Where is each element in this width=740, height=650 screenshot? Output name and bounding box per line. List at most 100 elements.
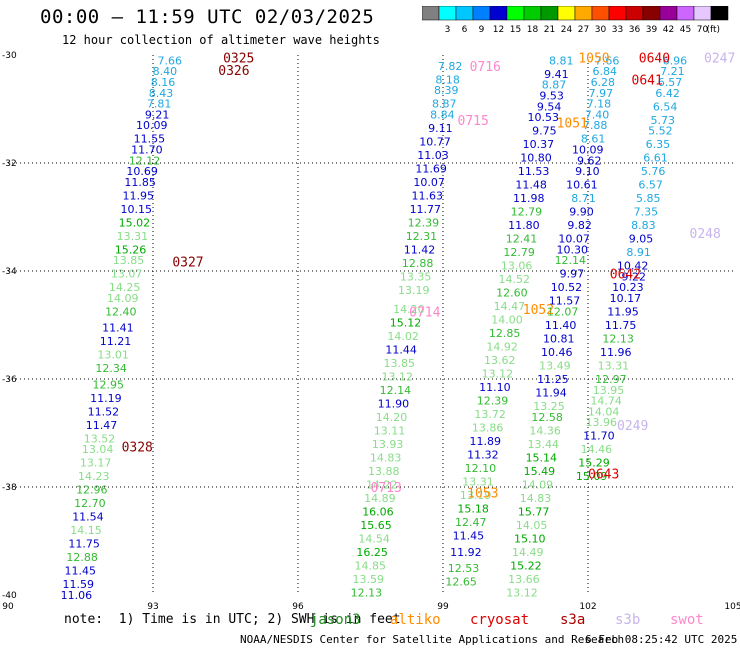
pass-time-label: 0641 xyxy=(632,73,663,88)
wave-height-value: 9.21 xyxy=(145,108,170,121)
wave-height-value: 12.14 xyxy=(380,384,412,397)
wave-height-value: 9.05 xyxy=(629,233,654,246)
y-tick-label: -30 xyxy=(2,51,17,61)
wave-height-value: 13.04 xyxy=(82,443,114,456)
wave-height-value: 9.41 xyxy=(544,68,569,81)
wave-height-value: 11.54 xyxy=(72,511,104,524)
wave-height-value: 13.86 xyxy=(472,422,504,435)
wave-height-value: 11.96 xyxy=(600,346,632,359)
x-tick-label: 90 xyxy=(2,602,14,612)
wave-height-value: 10.09 xyxy=(136,119,168,132)
wave-height-value: 13.52 xyxy=(84,432,116,445)
wave-height-value: 13.85 xyxy=(113,254,145,267)
wave-height-value: 9.54 xyxy=(537,100,562,113)
wave-height-value: 11.80 xyxy=(508,219,540,232)
wave-height-value: 13.59 xyxy=(353,573,385,586)
wave-height-value: 12.79 xyxy=(511,206,543,219)
wave-height-value: 12.34 xyxy=(95,362,127,375)
wave-height-value: 13.07 xyxy=(111,268,143,281)
wave-height-value: 7.35 xyxy=(634,206,659,219)
wave-height-value: 7.21 xyxy=(660,65,685,78)
wave-height-value: 11.42 xyxy=(404,243,436,256)
wave-height-value: 13.93 xyxy=(372,438,404,451)
wave-height-value: 14.47 xyxy=(494,300,526,313)
wave-height-value: 6.57 xyxy=(658,76,683,89)
footer-note: note: 1) Time is in UTC; 2) SWH is in fe… xyxy=(64,612,401,627)
wave-height-value: 11.57 xyxy=(549,295,581,308)
colorbar-swatch xyxy=(710,6,729,21)
wave-height-value: 16.06 xyxy=(362,505,394,518)
pass-time-label: 0640 xyxy=(639,52,670,67)
wave-height-value: 15.26 xyxy=(115,243,147,256)
wave-height-value: 14.15 xyxy=(70,524,102,537)
wave-height-value: 8.18 xyxy=(435,73,460,86)
wave-height-value: 14.52 xyxy=(499,273,531,286)
pass-time-label: 0247 xyxy=(704,52,735,67)
wave-height-value: 6.61 xyxy=(643,152,668,165)
colorbar-label: 30 xyxy=(595,25,607,35)
satellite-legend-cryosat: cryosat xyxy=(470,612,530,628)
wave-height-value: 11.89 xyxy=(470,435,502,448)
wave-height-value: 11.03 xyxy=(417,149,449,162)
wave-height-value: 12.88 xyxy=(66,551,98,564)
satellite-legend-swot: swot xyxy=(670,612,704,628)
wave-height-value: 13.31 xyxy=(462,476,494,489)
wave-height-value: 7.82 xyxy=(438,60,463,73)
wave-height-value: 10.69 xyxy=(126,165,158,178)
wave-height-value: 9.97 xyxy=(560,268,585,281)
wave-height-value: 14.20 xyxy=(376,411,408,424)
wave-height-value: 12.65 xyxy=(445,576,477,589)
wave-height-value: 5.73 xyxy=(651,114,676,127)
wave-height-value: 11.44 xyxy=(385,343,417,356)
wave-height-value: 11.92 xyxy=(450,546,482,559)
wave-height-value: 16.25 xyxy=(356,546,388,559)
wave-height-value: 11.85 xyxy=(124,176,156,189)
x-tick-label: 93 xyxy=(147,602,158,612)
colorbar-label: 33 xyxy=(612,25,623,35)
wave-height-value: 11.48 xyxy=(515,179,547,192)
wave-height-value: 11.45 xyxy=(64,565,96,578)
pass-time-label: 1051 xyxy=(557,117,588,132)
wave-height-value: 13.25 xyxy=(533,400,565,413)
satellite-legend-jason3: jason3 xyxy=(310,612,361,628)
wave-height-value: 10.53 xyxy=(528,111,560,124)
wave-height-value: 13.01 xyxy=(97,349,129,362)
wave-height-value: 12.88 xyxy=(402,257,434,270)
wave-height-value: 11.95 xyxy=(122,189,154,202)
chart-subtitle: 12 hour collection of altimeter wave hei… xyxy=(62,33,380,47)
y-tick-label: -32 xyxy=(2,159,17,169)
wave-height-value: 11.52 xyxy=(88,405,120,418)
wave-height-value: 13.85 xyxy=(383,357,415,370)
x-tick-label: 96 xyxy=(292,602,304,612)
wave-height-value: 10.37 xyxy=(523,138,555,151)
wave-height-value: 14.36 xyxy=(529,424,561,437)
wave-height-value: 8.61 xyxy=(581,133,606,146)
colorbar-label: 39 xyxy=(646,25,658,35)
wave-height-value: 14.00 xyxy=(491,314,523,327)
wave-height-value: 14.83 xyxy=(520,492,552,505)
wave-height-value: 14.74 xyxy=(590,395,622,408)
wave-height-value: 14.92 xyxy=(486,341,518,354)
wave-height-value: 9.10 xyxy=(575,165,600,178)
wave-height-value: 8.87 xyxy=(432,98,457,111)
colorbar-label: 18 xyxy=(527,25,539,35)
wave-height-value: 12.96 xyxy=(76,484,108,497)
pass-time-label: 0249 xyxy=(617,419,648,434)
x-tick-label: 102 xyxy=(579,602,596,612)
wave-height-value: 13.44 xyxy=(528,438,560,451)
wave-height-value: 10.09 xyxy=(572,144,604,157)
wave-height-value: 11.59 xyxy=(63,578,95,591)
satellite-legend: jason3 altiko cryosat s3a s3b swot xyxy=(310,612,740,630)
wave-height-value: 13.12 xyxy=(506,586,538,599)
colorbar-label: 15 xyxy=(510,25,521,35)
wave-height-value: 12.13 xyxy=(351,586,383,599)
wave-height-value: 12.70 xyxy=(74,497,106,510)
wave-height-value: 8.87 xyxy=(542,79,567,92)
colorbar-label: 3 xyxy=(445,25,451,35)
wave-height-value: 6.96 xyxy=(663,54,688,67)
pass-time-label: 0248 xyxy=(690,227,721,242)
wave-height-value: 6.28 xyxy=(591,76,616,89)
wave-height-value: 8.71 xyxy=(571,192,596,205)
wave-height-value: 6.84 xyxy=(593,65,618,78)
wave-height-value: 11.41 xyxy=(102,322,134,335)
